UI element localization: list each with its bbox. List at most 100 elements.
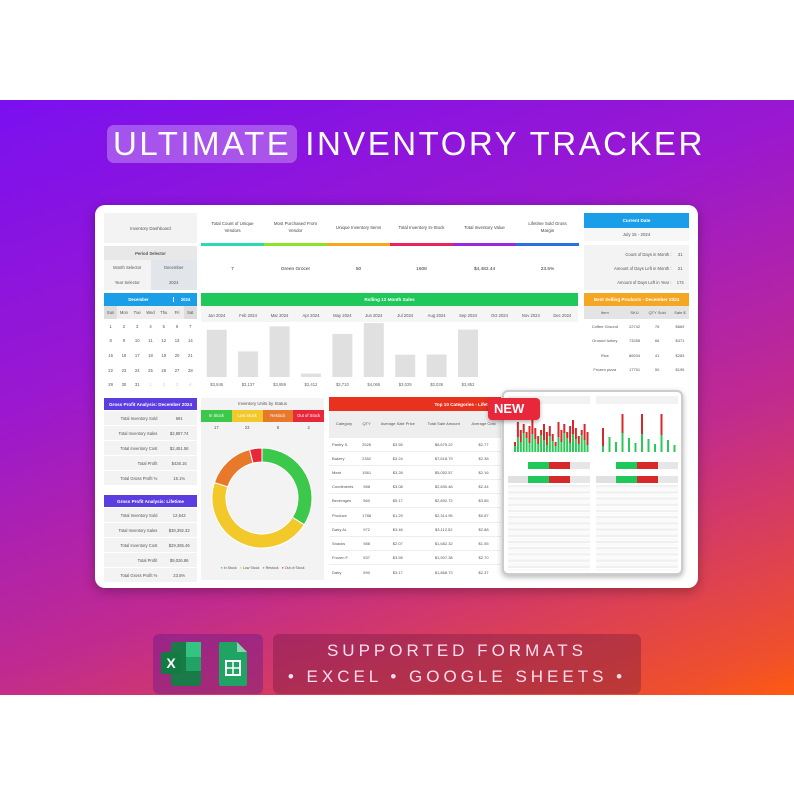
mini-bar [516, 422, 519, 437]
mini-bar [673, 445, 676, 452]
calendar-day[interactable]: 15 [108, 352, 113, 358]
calendar-month: December [128, 297, 149, 302]
month-label: Month Selector [113, 265, 142, 270]
calendar-day[interactable]: 30 [121, 382, 127, 388]
bar [269, 326, 290, 377]
metric-label: Total Inventory Sales [118, 527, 158, 533]
status-count: 8 [276, 424, 280, 430]
table-row: Pantry S. 2526 $3.55 $8,675.22 $2.77 [329, 437, 501, 451]
mini-bar [560, 430, 563, 442]
kpi-label: Unique Inventory Items [335, 224, 382, 230]
table-header: Item SKU QTY Sold Sale $ [584, 306, 689, 319]
x-tick-label: Nov 2024 [522, 313, 541, 318]
calendar-day[interactable]: 4 [149, 323, 152, 329]
calendar-day[interactable]: 1 [149, 382, 152, 388]
kpi-label: Most Purchased From Vendor [273, 221, 318, 233]
kpi-color-bar [201, 243, 264, 246]
calendar-day[interactable]: 9 [122, 338, 126, 344]
legend-dot: ● [239, 566, 243, 570]
calendar-day[interactable]: 31 [134, 382, 140, 388]
mini-bar [534, 428, 537, 439]
metric-value: 12,643 [172, 512, 186, 518]
date-stat: Amount of Days Left in Month : 21 [584, 261, 689, 275]
stat-label: Amount of Days Left in Year : [617, 279, 672, 285]
table-cell: $8,675.22 [434, 441, 453, 447]
table-cell: $2.38 [478, 455, 489, 461]
table-cell: 1788 [362, 512, 372, 518]
bar-value-label: $4,065 [367, 382, 380, 387]
calendar-day[interactable]: 19 [161, 352, 167, 358]
calendar-day[interactable]: 10 [134, 338, 140, 344]
calendar-day[interactable]: 13 [174, 338, 180, 344]
mini-bar [641, 414, 643, 434]
calendar-day[interactable]: 23 [121, 367, 127, 373]
calendar-day[interactable]: 4 [189, 382, 192, 388]
table-cell: 73285 [628, 338, 641, 344]
table-cell: 22742 [628, 323, 641, 329]
table-cell: $1.55 [478, 540, 489, 546]
weekday: Thu [160, 310, 168, 315]
table-cell: $2,830.48 [434, 484, 453, 490]
calendar-day[interactable]: 28 [187, 367, 193, 373]
calendar-day[interactable]: 25 [148, 367, 153, 373]
status-header: In Stock [201, 410, 232, 422]
mini-bar [580, 435, 583, 452]
table-cell: 1561 [362, 469, 372, 475]
calendar-day[interactable]: 24 [134, 367, 140, 373]
kpi-value: 50 [355, 266, 362, 272]
month-select[interactable]: December [150, 260, 197, 275]
x-tick-label: Dec 2024 [553, 313, 572, 318]
table-cell: Pantry S. [332, 441, 349, 447]
weekday: Sun [104, 306, 118, 319]
mini-bar [560, 442, 563, 452]
column-header: SKU [630, 310, 639, 315]
status-count: 17 [214, 424, 219, 430]
calendar-day[interactable]: 20 [174, 352, 180, 358]
calendar-day[interactable]: 12 [161, 338, 167, 344]
bar-value-label: $3,036 [430, 382, 443, 387]
calendar-day[interactable]: 17 [134, 352, 140, 358]
current-date-panel: Current Date July 15 - 2024 Count of Day… [584, 213, 689, 290]
calendar-day[interactable]: 18 [148, 352, 153, 358]
calendar-day[interactable]: 14 [187, 338, 193, 344]
calendar-day[interactable]: 1 [109, 323, 112, 329]
mini-bar [554, 442, 557, 446]
mini-bar [554, 446, 557, 452]
calendar-day[interactable]: 22 [108, 367, 113, 373]
weekday: Sat [183, 306, 197, 319]
mini-bar [566, 438, 569, 452]
best-selling-panel: Best Selling Products - December 2024 It… [584, 293, 689, 378]
table-cell: $2.37 [478, 569, 489, 575]
bar-value-label: $3,710 [336, 382, 349, 387]
calendar-day[interactable]: 8 [109, 338, 112, 344]
calendar-day[interactable]: 16 [121, 352, 127, 358]
calendar-day[interactable]: 27 [174, 367, 180, 373]
year-select[interactable]: 2024 [150, 275, 197, 290]
mini-bar [551, 434, 554, 441]
calendar-day[interactable]: 26 [161, 367, 167, 373]
legend-label: Restock [265, 566, 279, 570]
calendar-day[interactable]: 3 [136, 323, 139, 329]
table-cell: $2.44 [478, 484, 489, 490]
calendar-day[interactable]: 7 [189, 323, 192, 329]
table-cell: 66 [654, 338, 660, 344]
kpi-label: Total Inventory In-Stock [398, 224, 445, 230]
mini-bar [525, 432, 528, 438]
calendar-day[interactable]: 2 [122, 323, 126, 329]
metric-row: Total Inventory Cost $2,451.58 [104, 441, 197, 455]
calendar-day[interactable]: 6 [175, 323, 179, 329]
current-date-value: July 15 - 2024 [584, 228, 689, 241]
rolling-sales-chart: Rolling 12 Month Sales Jan 2024 $3,846 Feb… [201, 293, 578, 392]
metric-row: Total Inventory Sold 12,643 [104, 508, 197, 522]
donut-slice [248, 447, 263, 464]
calendar-day[interactable]: 11 [148, 338, 153, 344]
calendar-day[interactable]: 3 [175, 382, 179, 388]
calendar-day[interactable]: 2 [162, 382, 165, 388]
mini-bar [531, 434, 534, 452]
calendar-day[interactable]: 29 [108, 382, 113, 388]
calendar-day[interactable]: 5 [162, 323, 165, 329]
calendar-day[interactable]: 21 [187, 352, 193, 358]
date-stat: Amount of Days Left in Year : 174 [584, 275, 689, 289]
donut-slice [213, 448, 254, 488]
kpi-value: 23.5% [540, 266, 555, 272]
